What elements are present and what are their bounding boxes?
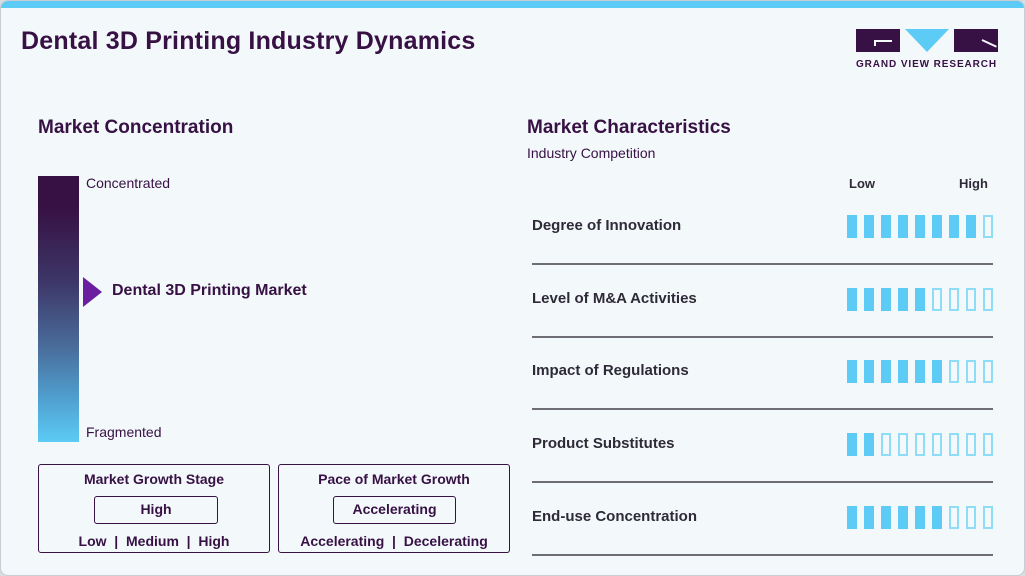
pace-value: Accelerating (333, 496, 456, 524)
rating-bar-empty (983, 360, 993, 384)
rating-bar-filled (864, 433, 874, 457)
rating-bar-empty (949, 287, 959, 311)
rating-bar-filled (847, 215, 857, 238)
rating-bar-empty (932, 433, 942, 457)
growth-stage-value: High (94, 496, 218, 524)
pace-options: Accelerating | Decelerating (300, 533, 488, 549)
rating-bars (847, 360, 993, 384)
characteristic-label: End-use Concentration (532, 507, 698, 525)
rating-bar-empty (966, 505, 976, 529)
row-divider (532, 408, 993, 411)
scale-low-label: Low (849, 176, 875, 191)
rating-bar-empty (966, 360, 976, 384)
rating-bar-empty (966, 287, 976, 311)
rating-bars (847, 433, 993, 457)
rating-bar-empty (932, 287, 942, 311)
rating-bar-filled (966, 215, 976, 238)
rating-bars (847, 505, 993, 529)
rating-bar-filled (864, 287, 874, 311)
growth-stage-options: Low | Medium | High (78, 533, 230, 549)
rating-bar-filled (881, 505, 891, 529)
rating-bar-empty (983, 505, 993, 529)
row-divider (532, 263, 993, 265)
rating-bar-filled (847, 433, 857, 457)
characteristic-label: Level of M&A Activities (532, 289, 697, 307)
row-divider (532, 481, 993, 484)
row-divider (532, 553, 993, 556)
rating-bar-empty (983, 215, 993, 238)
rating-bar-filled (864, 215, 874, 238)
accent-top-bar (1, 1, 1024, 8)
market-growth-stage-box: Market Growth Stage High Low | Medium | … (38, 464, 270, 553)
rating-bar-filled (932, 360, 942, 384)
rating-bar-filled (915, 287, 925, 311)
rating-bar-empty (983, 287, 993, 311)
rating-bar-filled (915, 360, 925, 384)
rating-bar-empty (949, 505, 959, 529)
market-characteristics-heading: Market Characteristics (527, 117, 731, 138)
triangle-right-icon (83, 277, 102, 307)
market-concentration-heading: Market Concentration (38, 117, 234, 138)
rating-bar-filled (915, 505, 925, 529)
characteristic-label: Impact of Regulations (532, 362, 689, 380)
growth-stage-title: Market Growth Stage (83, 471, 225, 487)
rating-bar-filled (898, 360, 908, 384)
rating-bars (847, 287, 993, 311)
characteristic-label: Degree of Innovation (532, 217, 682, 234)
logo-text: GRAND VIEW RESEARCH (856, 59, 997, 70)
rating-bar-filled (881, 287, 891, 311)
fragmented-label: Fragmented (86, 424, 162, 440)
logo-v-triangle (905, 29, 949, 52)
rating-bar-filled (932, 505, 942, 529)
rating-bar-filled (949, 215, 959, 238)
rating-bar-empty (898, 433, 908, 457)
industry-competition-subheading: Industry Competition (527, 145, 656, 161)
market-marker-label: Dental 3D Printing Market (112, 282, 307, 299)
rating-bar-filled (932, 215, 942, 238)
rating-bar-filled (898, 215, 908, 238)
rating-bar-empty (966, 433, 976, 457)
rating-bar-filled (898, 287, 908, 311)
rating-bar-empty (949, 433, 959, 457)
pace-title: Pace of Market Growth (318, 471, 470, 487)
rating-bar-filled (881, 215, 891, 238)
rating-bar-filled (864, 505, 874, 529)
rating-bar-empty (983, 433, 993, 457)
scale-high-label: High (959, 176, 988, 191)
rating-bar-filled (864, 360, 874, 384)
pace-of-growth-box: Pace of Market Growth Accelerating Accel… (278, 464, 510, 553)
rating-bar-filled (898, 505, 908, 529)
rating-bar-filled (881, 360, 891, 384)
rating-bar-filled (915, 215, 925, 238)
characteristic-label: Product Substitutes (532, 435, 675, 453)
grand-view-research-logo: GRAND VIEW RESEARCH (856, 29, 998, 73)
rating-bar-filled (847, 360, 857, 384)
rating-bar-filled (847, 505, 857, 529)
rating-bar-filled (847, 287, 857, 311)
concentration-gradient-scale (38, 176, 79, 442)
row-divider (532, 335, 993, 338)
logo-g-block (856, 29, 900, 52)
rating-bar-empty (881, 433, 891, 457)
rating-bar-empty (949, 360, 959, 384)
logo-r-block (954, 29, 998, 52)
rating-bar-empty (915, 433, 925, 457)
rating-bars (847, 215, 993, 238)
concentrated-label: Concentrated (86, 175, 171, 191)
page-title: Dental 3D Printing Industry Dynamics (21, 27, 476, 55)
